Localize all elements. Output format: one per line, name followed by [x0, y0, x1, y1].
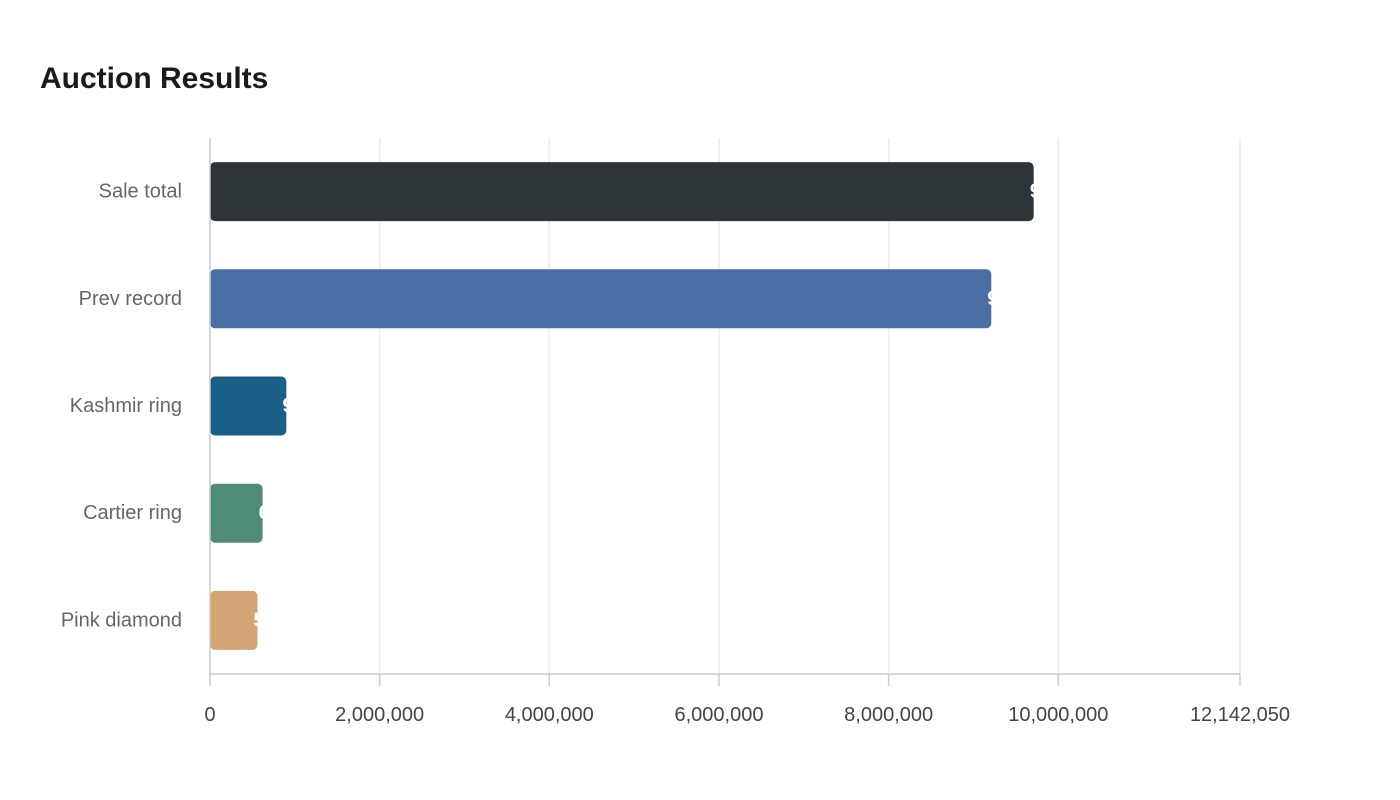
bar [210, 162, 1034, 222]
grid-lines [378, 138, 1241, 674]
bar [210, 376, 287, 436]
value-label: 9 [282, 395, 293, 417]
x-tick-label: 12,142,050 [1190, 704, 1290, 726]
value-label: 9 [1030, 181, 1041, 203]
bar [210, 590, 258, 650]
bars [210, 162, 1034, 650]
x-tick-label: 0 [204, 704, 215, 726]
x-tick-label: 6,000,000 [674, 704, 763, 726]
labels: Sale total 9 Prev record 9 Kashmir ring 9 Cart… [61, 181, 1290, 726]
category-label: Kashmir ring [70, 395, 182, 417]
bar [210, 269, 992, 329]
category-label: Sale total [99, 181, 182, 203]
x-tick-label: 8,000,000 [844, 704, 933, 726]
value-label: 5 [254, 609, 265, 631]
category-label: Pink diamond [61, 609, 182, 631]
x-tick-label: 4,000,000 [505, 704, 594, 726]
chart-title: Auction Results [40, 62, 269, 95]
x-tick-label: 2,000,000 [335, 704, 424, 726]
bar [210, 483, 263, 543]
value-label: 9 [987, 288, 998, 310]
value-label: 6 [259, 502, 270, 524]
category-label: Cartier ring [83, 502, 182, 524]
axes [209, 138, 1241, 686]
x-tick-label: 10,000,000 [1008, 704, 1108, 726]
category-label: Prev record [79, 288, 182, 310]
